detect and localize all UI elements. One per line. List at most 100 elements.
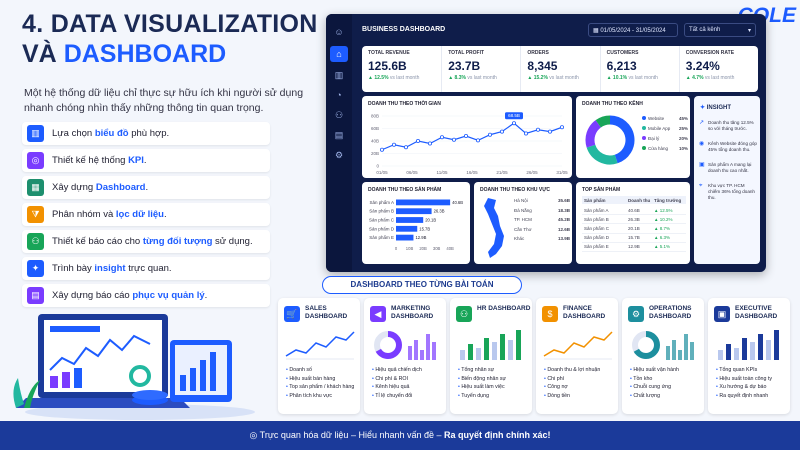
mini-bar [742, 338, 747, 360]
card-item: Phân tích khu vực [286, 392, 354, 401]
feature-text-highlight: lọc dữ liệu [115, 209, 164, 220]
region-title: DOANH THU THEO KHU VỰC [480, 187, 550, 193]
mini-line [543, 331, 613, 357]
card-item: Hiệu suất bán hàng [286, 375, 354, 384]
x-tick-label: 30B [433, 246, 441, 251]
region-value: 18.3B [557, 207, 570, 213]
kpi-change-value: ▲ 12.5% [368, 75, 389, 81]
legend-name: Đại lý [648, 136, 660, 141]
laptop-illustration [13, 314, 255, 420]
legend-item: Mobile App 25% [642, 126, 688, 131]
channel-filter-select[interactable]: Tất cả kênh ▾ [684, 23, 756, 37]
bar-chart-icon[interactable]: ▥ [334, 70, 344, 80]
card-item: Doanh số [286, 366, 354, 375]
x-tick-label: 01/05 [376, 170, 388, 175]
bar-category-label: Sản phẩm C [369, 217, 395, 223]
donut-slice [609, 115, 635, 164]
insight-item: ◉ Kênh Website đóng góp 45% tổng doanh th… [699, 141, 757, 153]
card-item: Tổng quan KPIs [716, 366, 772, 375]
document-icon[interactable]: ▤ [334, 130, 344, 140]
mini-bar [476, 348, 481, 360]
mini-bar [460, 350, 465, 360]
home-icon[interactable]: ⌂ [330, 46, 348, 62]
region-name: TP. HCM [514, 217, 532, 222]
feature-text: Thiết kế hệ thống KPI. [52, 155, 147, 166]
feature-item: ⚇ Thiết kế báo cáo cho từng đối tượng sử … [22, 230, 270, 253]
channel-donut-chart [585, 115, 635, 165]
settings-icon[interactable]: ⚙ [334, 150, 344, 160]
bar-category-label: Sản phẩm A [369, 199, 394, 205]
dashboard-card[interactable]: ▣ EXECUTIVE DASHBOARD Tổng quan KPIsHiệu s… [708, 298, 790, 414]
region-value: 13.9B [557, 236, 570, 241]
revenue-point [440, 135, 445, 140]
kpi-row: TOTAL REVENUE 125.6B ▲ 12.5% vs last month… [362, 46, 758, 92]
revenue-series-line [381, 122, 563, 151]
card-item: Tổng nhân sự [458, 366, 506, 375]
insight-item: ↗ Doanh thu tăng 12.5% so với tháng trước… [699, 120, 757, 132]
table-header: Sản phẩm Doanh thu Tăng trưởng [582, 196, 686, 204]
feature-text-post: . [163, 209, 167, 220]
pie-chart-icon[interactable]: ◔ [336, 90, 342, 100]
users-icon[interactable]: ⚇ [334, 110, 344, 120]
trend-up-icon: ↗ [699, 120, 705, 126]
title-highlight: DASHBOARD [63, 40, 227, 68]
y-tick-label: 0 [376, 164, 379, 169]
card-item: Xu hướng & dự báo [716, 383, 772, 392]
mini-bar [492, 342, 497, 360]
kpi-change: ▲ 8.3% vs last month [448, 75, 514, 81]
people-icon: ⚇ [456, 306, 472, 322]
legend-name: Mobile App [648, 126, 671, 131]
kpi-value: 125.6B [368, 59, 407, 73]
dashboard-card[interactable]: $FINANCE DASHBOARDDoanh thu & lợi nhuậnC… [536, 298, 618, 414]
location-icon: ⌖ [699, 183, 703, 189]
dashboard-card[interactable]: 🛒 SALES DASHBOARD Doanh sốHiệu suất bán hà… [278, 298, 360, 414]
product-bar [396, 234, 414, 241]
mini-bar [420, 350, 424, 360]
dashboard-icon: ▦ [27, 179, 44, 196]
card-item: Chất lượng [630, 392, 679, 401]
insight-item: ▣ Sản phẩm A mang lại doanh thu cao nhất. [699, 162, 757, 174]
card-item: Dòng tiền [544, 392, 600, 401]
kpi-change-value: ▲ 4.7% [685, 75, 704, 81]
table-row: Sản phẩm B 26.3B ▲ 10.2% [582, 215, 686, 225]
table-cell: Sản phẩm E [584, 244, 609, 250]
x-tick-label: 16/05 [466, 170, 478, 175]
user-icon[interactable]: ☺ [334, 27, 344, 37]
feature-text-post: . [145, 182, 149, 193]
feature-text-highlight: KPI [128, 155, 144, 166]
dashboard-card[interactable]: ⚇ HR DASHBOARD Tổng nhân sựBiến động nhân … [450, 298, 532, 414]
insight-text: Doanh thu tăng 12.5% so với tháng trước. [708, 120, 754, 131]
table-cell: ▲ 8.7% [654, 225, 670, 231]
kpi-card: CONVERSION RATE 3.24% ▲ 4.7% vs last month [678, 46, 758, 92]
insight-item: ⌖ Khu vực TP. HCM chiếm 36% tổng doanh th… [699, 183, 757, 201]
date-range-picker[interactable]: ▦ 01/05/2024 - 31/05/2024 [588, 23, 678, 37]
region-row: Khác 13.9B [514, 236, 570, 241]
feature-text-pre: Thiết kế báo cáo cho [52, 236, 143, 247]
card-item: Hiệu suất làm việc [458, 383, 506, 392]
feature-text-post: . [204, 290, 208, 301]
dashboard-card[interactable]: ◀ MARKETING DASHBOARD Hiệu quả chiến dịchC… [364, 298, 446, 414]
product-bar [396, 225, 418, 232]
insight-text: Khu vực TP. HCM chiếm 36% tổng doanh thu… [708, 183, 755, 200]
insight-panel: ✦ INSIGHT ↗ Doanh thu tăng 12.5% so với t… [694, 96, 760, 264]
insight-title-text: INSIGHT [706, 105, 732, 111]
kpi-value: 6,213 [606, 59, 637, 73]
mini-bar [758, 334, 763, 360]
legend-pct: 45% [678, 116, 688, 121]
mini-bar [678, 350, 682, 360]
vietnam-map-icon [484, 198, 504, 258]
section-title: DASHBOARD THEO TỪNG BÀI TOÁN [322, 276, 522, 294]
megaphone-icon: ◀ [370, 306, 386, 322]
mini-bar [500, 334, 505, 360]
region-row: Hà Nội 35.6B [514, 198, 570, 203]
mini-bar [718, 350, 723, 360]
card-item-list: Hiệu suất vận hànhTồn khoChuỗi cung ứngC… [630, 366, 679, 400]
region-value: 35.6B [557, 198, 570, 203]
dashboard-card[interactable]: ⚙ OPERATIONS DASHBOARD Hiệu suất vận hànhT… [622, 298, 704, 414]
y-tick-label: 40B [371, 139, 379, 144]
legend-swatch [642, 136, 646, 140]
product-panel: DOANH THU THEO SẢN PHẨM Sản phẩm A 40.6B S… [362, 182, 470, 264]
feature-text-highlight: Dashboard [95, 182, 146, 193]
cart-icon: 🛒 [284, 306, 300, 322]
legend-swatch [642, 116, 646, 120]
